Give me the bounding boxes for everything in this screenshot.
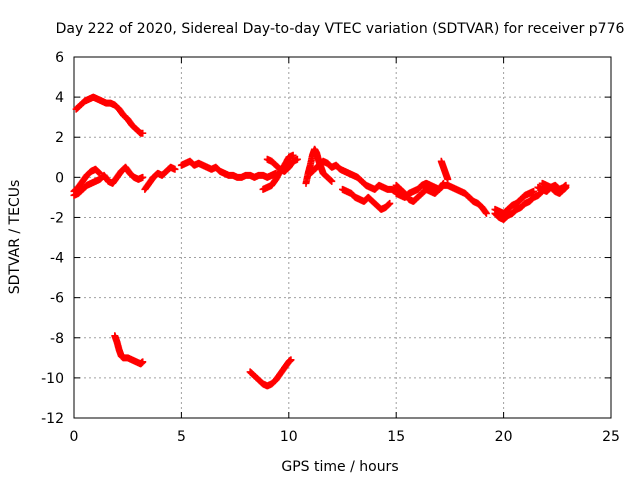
series-arc-main-2 — [70, 165, 104, 195]
x-tick-label: 25 — [602, 429, 620, 445]
y-tick-label: -8 — [50, 331, 64, 347]
y-tick-label: -10 — [41, 371, 64, 387]
point-markers — [263, 155, 301, 175]
point-markers — [538, 179, 570, 197]
point-markers — [70, 163, 147, 199]
point-markers — [491, 187, 538, 217]
point-markers — [111, 332, 147, 368]
series-arc-main-13 — [491, 187, 546, 223]
series-arc-main-3 — [141, 163, 179, 193]
grid — [74, 57, 611, 418]
x-tick-label: 20 — [495, 429, 513, 445]
point-markers — [141, 163, 179, 193]
series-arc-main-8 — [306, 157, 400, 195]
series-arc-lower-left — [111, 332, 147, 368]
series-arc-lower-mid — [246, 356, 295, 390]
y-tick-label: 0 — [55, 170, 64, 186]
point-markers — [246, 356, 295, 390]
y-axis: -12 -10 -8 -6 -4 -2 0 2 4 6 — [41, 50, 611, 427]
y-axis-label: SDTVAR / TECUs — [7, 180, 23, 295]
x-tick-label: 5 — [177, 429, 186, 445]
point-markers — [177, 157, 280, 181]
x-tick-label: 15 — [387, 429, 405, 445]
point-markers — [392, 179, 447, 205]
x-tick-label: 10 — [280, 429, 298, 445]
y-tick-label: -4 — [50, 251, 64, 267]
y-tick-label: 6 — [55, 50, 64, 66]
point-markers — [437, 157, 452, 183]
point-markers — [339, 185, 394, 213]
point-markers — [259, 151, 297, 193]
series-arc-main-12 — [437, 157, 452, 183]
series-arc-main-1 — [70, 163, 147, 199]
y-tick-label: -2 — [50, 210, 64, 226]
series-arc-main-9 — [339, 185, 394, 213]
series-arc-main-11 — [392, 179, 447, 205]
point-markers — [72, 93, 147, 137]
point-markers — [491, 187, 546, 223]
series-arc-main-16 — [538, 179, 570, 197]
y-tick-label: 2 — [55, 130, 64, 146]
plot-frame — [73, 56, 612, 419]
series-arc-upper-start — [72, 93, 147, 137]
y-tick-label: -6 — [50, 291, 64, 307]
chart-title: Day 222 of 2020, Sidereal Day-to-day VTE… — [56, 21, 625, 37]
y-tick-label: -12 — [41, 411, 64, 427]
point-markers — [70, 165, 104, 195]
y-tick-label: 4 — [55, 90, 64, 106]
series-arc-main-6 — [263, 155, 301, 175]
x-axis: 0 5 10 15 20 25 — [70, 57, 620, 445]
series-arc-main-4 — [177, 157, 280, 181]
series-arc-main-5 — [259, 151, 297, 193]
x-tick-label: 0 — [70, 429, 79, 445]
x-axis-label: GPS time / hours — [281, 459, 398, 475]
point-markers — [306, 157, 400, 195]
data-points — [70, 93, 570, 390]
series-arc-main-14 — [491, 187, 538, 217]
